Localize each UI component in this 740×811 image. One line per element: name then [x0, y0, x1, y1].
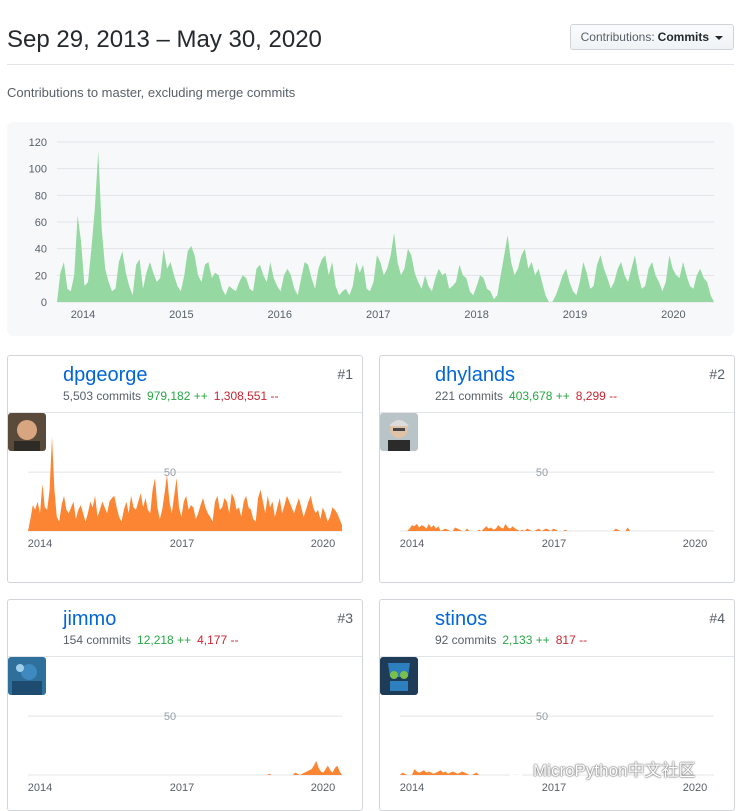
contributor-commits-area: [28, 760, 342, 775]
commit-count: 5,503 commits: [63, 389, 142, 403]
x-tick-label: 2019: [563, 309, 587, 321]
x-tick-label: 2018: [464, 309, 488, 321]
contributor-card: dhylands 221 commits 403,678 ++ 8,299 -- #2 5…: [379, 355, 735, 583]
contributor-stats: 5,503 commits 979,182 ++ 1,308,551 --: [63, 389, 278, 403]
contributor-commits-area: [28, 436, 342, 531]
y-tick-label: 40: [35, 244, 47, 256]
x-tick-label: 2017: [542, 538, 566, 550]
contributor-username-link[interactable]: dpgeorge: [63, 364, 148, 386]
card-header: dpgeorge 5,503 commits 979,182 ++ 1,308,551…: [8, 356, 362, 451]
contributions-value: Commits: [657, 30, 709, 44]
x-tick-label: 2014: [28, 782, 52, 794]
avatar[interactable]: [8, 657, 46, 695]
deletions-count: 8,299 --: [575, 389, 618, 403]
x-tick-label: 2017: [366, 309, 390, 321]
avatar[interactable]: [380, 657, 418, 695]
contributor-chart[interactable]: 50 2014 2017 2020: [8, 413, 362, 583]
card-header: dhylands 221 commits 403,678 ++ 8,299 -- #2: [380, 356, 734, 451]
x-tick-label: 2016: [268, 309, 292, 321]
x-tick-label: 2017: [542, 782, 566, 794]
contributor-card: jimmo 154 commits 12,218 ++ 4,177 -- #3 50 201…: [7, 599, 363, 811]
commit-count: 92 commits: [435, 633, 497, 647]
x-tick-label: 2014: [400, 538, 424, 550]
y-tick-label: 120: [29, 137, 47, 149]
additions-count: 12,218 ++: [137, 633, 192, 647]
contributor-rank: #3: [337, 610, 353, 626]
x-tick-label: 2014: [28, 538, 52, 550]
x-tick-label: 2020: [683, 538, 707, 550]
card-header: stinos 92 commits 2,133 ++ 817 -- #4: [380, 600, 734, 695]
chart-subtitle: Contributions to master, excluding merge…: [7, 85, 296, 100]
avatar[interactable]: [8, 413, 46, 451]
x-tick-label: 2014: [71, 309, 95, 321]
additions-count: 2,133 ++: [502, 633, 550, 647]
x-tick-label: 2020: [311, 538, 335, 550]
watermark: MicroPython中文社区: [497, 754, 695, 782]
deletions-count: 817 --: [555, 633, 588, 647]
main-contributions-chart[interactable]: 0 20 40 60 80 100 120 2014 2015 2016 2017 2018 2019 2…: [7, 122, 734, 336]
y-tick-label: 50: [164, 711, 176, 723]
x-tick-label: 2017: [170, 538, 194, 550]
contributor-stats: 92 commits 2,133 ++ 817 --: [435, 633, 587, 647]
watermark-text: MicroPython中文社区: [533, 760, 696, 780]
contributor-username-link[interactable]: dhylands: [435, 364, 516, 386]
contributor-stats: 154 commits 12,218 ++ 4,177 --: [63, 633, 238, 647]
main-chart-svg: 0 20 40 60 80 100 120 2014 2015 2016 2017 2018 2019 2…: [29, 137, 714, 321]
additions-count: 979,182 ++: [147, 389, 208, 403]
deletions-count: 1,308,551 --: [213, 389, 279, 403]
deletions-count: 4,177 --: [197, 633, 239, 647]
y-tick-label: 50: [536, 467, 548, 479]
y-tick-label: 50: [164, 467, 176, 479]
y-tick-label: 50: [536, 711, 548, 723]
x-tick-label: 2020: [311, 782, 335, 794]
contributor-username-link[interactable]: stinos: [435, 608, 488, 630]
y-tick-label: 60: [35, 217, 47, 229]
y-tick-label: 100: [29, 164, 47, 176]
x-tick-label: 2020: [661, 309, 685, 321]
contributor-chart[interactable]: 50 2014 2017 2020: [380, 413, 734, 583]
contributor-username-link[interactable]: jimmo: [63, 608, 117, 630]
contributor-card: dpgeorge 5,503 commits 979,182 ++ 1,308,551…: [7, 355, 363, 583]
card-header: jimmo 154 commits 12,218 ++ 4,177 -- #3: [8, 600, 362, 695]
page-header: Sep 29, 2013 – May 30, 2020 Contribution…: [7, 22, 734, 65]
additions-count: 403,678 ++: [509, 389, 570, 403]
contributor-rank: #1: [337, 366, 353, 382]
contributor-commits-area: [400, 523, 714, 531]
contributor-chart[interactable]: 50 2014 2017 2020: [380, 657, 734, 811]
avatar[interactable]: [380, 413, 418, 451]
x-tick-label: 2015: [169, 309, 193, 321]
contributor-stats: 221 commits 403,678 ++ 8,299 --: [435, 389, 617, 403]
date-range-title: Sep 29, 2013 – May 30, 2020: [7, 26, 322, 53]
contributor-chart[interactable]: 50 2014 2017 2020: [8, 657, 362, 811]
commit-count: 154 commits: [63, 633, 132, 647]
contributions-prefix: Contributions:: [580, 30, 655, 44]
commits-area-series: [57, 151, 714, 302]
contributor-rank: #4: [709, 610, 725, 626]
caret-down-icon: [715, 35, 723, 40]
commit-count: 221 commits: [435, 389, 504, 403]
contributor-card: stinos 92 commits 2,133 ++ 817 -- #4 50 2014 20…: [379, 599, 735, 811]
x-tick-label: 2017: [170, 782, 194, 794]
x-tick-label: 2014: [400, 782, 424, 794]
x-tick-label: 2020: [683, 782, 707, 794]
y-tick-label: 0: [41, 297, 47, 309]
contributor-rank: #2: [709, 366, 725, 382]
wechat-icon: [498, 758, 525, 777]
y-tick-label: 80: [35, 190, 47, 202]
contributor-commits-area: [400, 769, 714, 775]
y-tick-label: 20: [35, 270, 47, 282]
contributions-type-dropdown[interactable]: Contributions: Commits: [569, 24, 734, 50]
